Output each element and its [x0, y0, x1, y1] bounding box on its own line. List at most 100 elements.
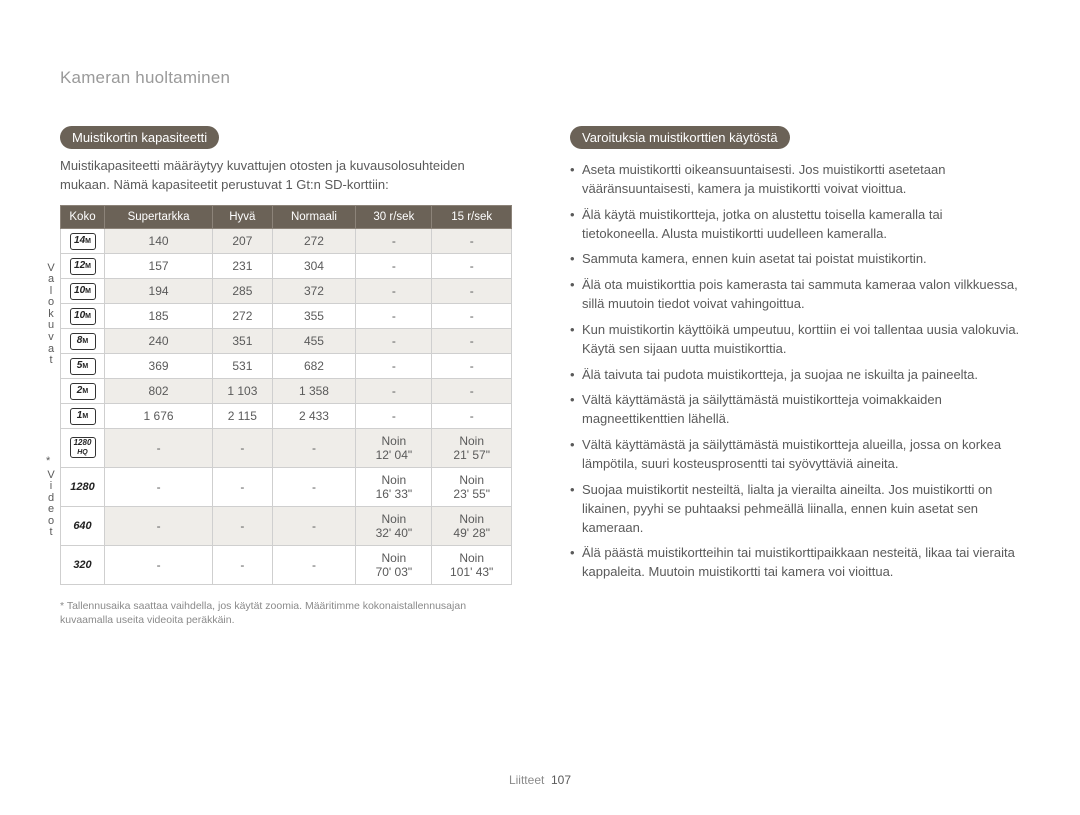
table-cell: - [356, 353, 432, 378]
size-icon: 320 [61, 545, 105, 584]
table-cell: - [356, 378, 432, 403]
table-header: 30 r/sek [356, 205, 432, 228]
table-cell: 240 [105, 328, 213, 353]
table-cell: 351 [213, 328, 272, 353]
table-cell: Noin49' 28" [432, 506, 512, 545]
footnote: * Tallennusaika saattaa vaihdella, jos k… [60, 599, 510, 628]
table-cell: - [213, 506, 272, 545]
warning-list: Aseta muistikortti oikeansuuntaisesti. J… [570, 161, 1020, 582]
table-cell: Noin101' 43" [432, 545, 512, 584]
vlabel-photos: Valokuvat [46, 263, 56, 367]
table-row: 1M1 6762 1152 433-- [61, 403, 512, 428]
table-cell: - [356, 253, 432, 278]
intro-text: Muistikapasiteetti määräytyy kuvattujen … [60, 157, 510, 195]
table-cell: 272 [213, 303, 272, 328]
table-cell: - [272, 428, 356, 467]
table-header: Supertarkka [105, 205, 213, 228]
table-cell: - [432, 228, 512, 253]
table-cell: - [213, 467, 272, 506]
table-row: 320---Noin70' 03"Noin101' 43" [61, 545, 512, 584]
table-cell: Noin32' 40" [356, 506, 432, 545]
table-cell: 231 [213, 253, 272, 278]
table-cell: - [272, 506, 356, 545]
table-cell: - [432, 303, 512, 328]
table-cell: 369 [105, 353, 213, 378]
right-column: Varoituksia muistikorttien käytöstä Aset… [570, 126, 1020, 628]
warning-item: Älä käytä muistikortteja, jotka on alust… [570, 206, 1020, 244]
table-row: 1280HQ---Noin12' 04"Noin21' 57" [61, 428, 512, 467]
size-icon: 2M [61, 378, 105, 403]
table-cell: - [432, 328, 512, 353]
size-icon: 14M [61, 228, 105, 253]
table-row: 640---Noin32' 40"Noin49' 28" [61, 506, 512, 545]
table-cell: - [356, 228, 432, 253]
footer-page-number: 107 [551, 773, 571, 787]
size-icon: 5M [61, 353, 105, 378]
warning-item: Sammuta kamera, ennen kuin asetat tai po… [570, 250, 1020, 269]
warning-item: Älä taivuta tai pudota muistikortteja, j… [570, 366, 1020, 385]
capacity-table: KokoSupertarkkaHyväNormaali30 r/sek15 r/… [60, 205, 512, 585]
table-cell: - [272, 467, 356, 506]
size-icon: 640 [61, 506, 105, 545]
warning-item: Älä päästä muistikortteihin tai muistiko… [570, 544, 1020, 582]
table-row: 8M240351455-- [61, 328, 512, 353]
table-cell: - [105, 506, 213, 545]
page-footer: Liitteet 107 [0, 773, 1080, 787]
table-cell: - [432, 353, 512, 378]
table-cell: 2 433 [272, 403, 356, 428]
size-icon: 1M [61, 403, 105, 428]
table-header: 15 r/sek [432, 205, 512, 228]
table-row: 14M140207272-- [61, 228, 512, 253]
table-row: 5M369531682-- [61, 353, 512, 378]
table-row: 10M185272355-- [61, 303, 512, 328]
table-cell: 272 [272, 228, 356, 253]
table-cell: - [432, 278, 512, 303]
size-icon: 8M [61, 328, 105, 353]
table-cell: - [432, 403, 512, 428]
table-cell: - [432, 253, 512, 278]
table-cell: 682 [272, 353, 356, 378]
table-cell: - [213, 428, 272, 467]
size-icon: 10M [61, 278, 105, 303]
table-cell: 140 [105, 228, 213, 253]
table-header: Normaali [272, 205, 356, 228]
table-cell: 802 [105, 378, 213, 403]
page-title: Kameran huoltaminen [60, 68, 1020, 88]
table-cell: 1 103 [213, 378, 272, 403]
size-icon: 12M [61, 253, 105, 278]
table-cell: 285 [213, 278, 272, 303]
warning-item: Aseta muistikortti oikeansuuntaisesti. J… [570, 161, 1020, 199]
size-icon: 1280HQ [61, 428, 105, 467]
capacity-table-wrap: Valokuvat * Videot KokoSupertarkkaHyväNo… [60, 205, 510, 585]
table-row: 10M194285372-- [61, 278, 512, 303]
table-cell: Noin21' 57" [432, 428, 512, 467]
table-row: 2M8021 1031 358-- [61, 378, 512, 403]
table-cell: - [356, 278, 432, 303]
table-row: 1280---Noin16' 33"Noin23' 55" [61, 467, 512, 506]
table-cell: - [356, 303, 432, 328]
table-cell: 207 [213, 228, 272, 253]
table-cell: 372 [272, 278, 356, 303]
table-cell: 355 [272, 303, 356, 328]
table-cell: - [105, 428, 213, 467]
table-cell: 1 676 [105, 403, 213, 428]
footer-section: Liitteet [509, 773, 544, 787]
warning-item: Suojaa muistikortit nesteiltä, lialta ja… [570, 481, 1020, 538]
table-cell: 185 [105, 303, 213, 328]
table-cell: 1 358 [272, 378, 356, 403]
table-cell: 2 115 [213, 403, 272, 428]
vlabel-star: * [46, 455, 50, 467]
table-cell: Noin12' 04" [356, 428, 432, 467]
table-cell: 304 [272, 253, 356, 278]
table-row: 12M157231304-- [61, 253, 512, 278]
table-cell: 455 [272, 328, 356, 353]
section-heading-right: Varoituksia muistikorttien käytöstä [570, 126, 790, 149]
section-heading-left: Muistikortin kapasiteetti [60, 126, 219, 149]
size-icon: 10M [61, 303, 105, 328]
table-cell: 194 [105, 278, 213, 303]
table-cell: 157 [105, 253, 213, 278]
warning-item: Vältä käyttämästä ja säilyttämästä muist… [570, 436, 1020, 474]
table-cell: - [356, 328, 432, 353]
table-cell: - [105, 545, 213, 584]
size-icon: 1280 [61, 467, 105, 506]
